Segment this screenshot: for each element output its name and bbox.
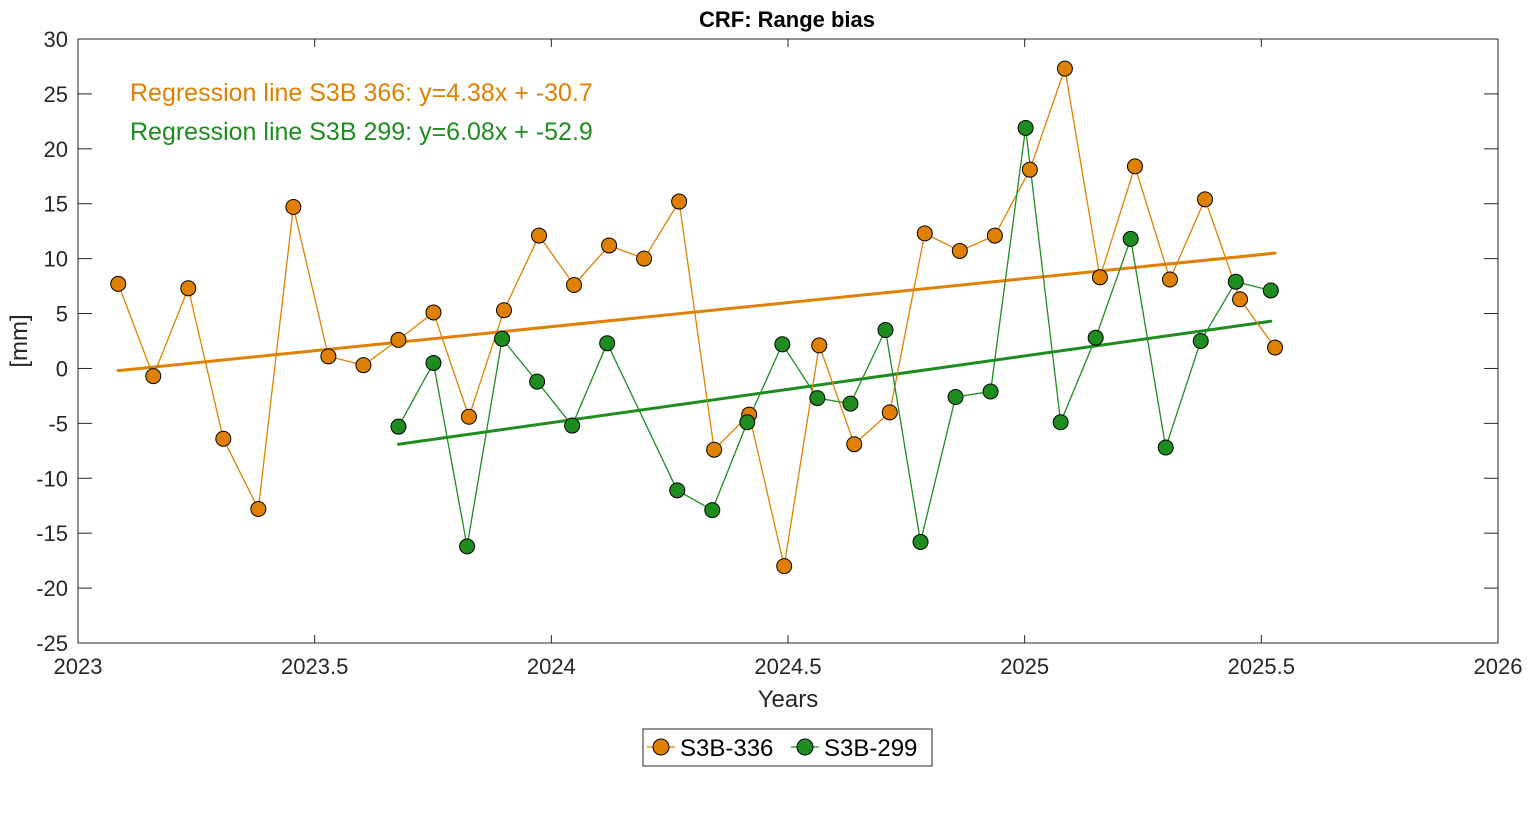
legend-marker-s3b-336 xyxy=(652,738,670,756)
data-point-s3b-336 xyxy=(145,368,162,385)
data-point-s3b-336 xyxy=(671,193,688,210)
data-point-s3b-299 xyxy=(982,383,999,400)
x-tick-label: 2023.5 xyxy=(281,654,348,679)
legend[interactable]: S3B-336 S3B-299 xyxy=(642,728,933,767)
regression-annotation-s3b-366: Regression line S3B 366: y=4.38x + -30.7 xyxy=(130,79,593,107)
data-point-s3b-299 xyxy=(1087,329,1104,346)
data-point-s3b-299 xyxy=(390,418,407,435)
data-point-s3b-336 xyxy=(1161,271,1178,288)
y-tick-label: -25 xyxy=(36,631,68,656)
x-tick-label: 2026 xyxy=(1474,654,1523,679)
regression-line xyxy=(396,319,1273,446)
data-point-s3b-336 xyxy=(916,225,933,242)
data-point-s3b-336 xyxy=(215,430,232,447)
data-point-s3b-299 xyxy=(912,533,929,550)
data-point-s3b-336 xyxy=(180,280,197,297)
data-point-s3b-299 xyxy=(1122,230,1139,247)
y-tick-label: 10 xyxy=(44,247,68,272)
x-tick-label: 2024.5 xyxy=(754,654,821,679)
data-point-s3b-336 xyxy=(285,199,302,216)
data-point-s3b-336 xyxy=(1056,60,1073,77)
data-series xyxy=(110,60,1284,575)
data-point-s3b-299 xyxy=(494,330,511,347)
y-tick-label: -15 xyxy=(36,521,68,546)
data-point-s3b-299 xyxy=(739,414,756,431)
regression-annotation-s3b-299: Regression line S3B 299: y=6.08x + -52.9 xyxy=(130,118,593,146)
y-tick-label: -20 xyxy=(36,576,68,601)
data-point-s3b-299 xyxy=(809,390,826,407)
regression-lines xyxy=(116,251,1277,446)
data-point-s3b-336 xyxy=(811,337,828,354)
data-point-s3b-299 xyxy=(459,538,476,555)
y-tick-label: 15 xyxy=(44,192,68,217)
data-point-s3b-336 xyxy=(566,276,583,293)
x-tick-label: 2023 xyxy=(54,654,103,679)
data-point-s3b-336 xyxy=(1091,269,1108,286)
x-axis: 2023 2023.5 2024 2024.5 2025 2025.5 2026 xyxy=(54,39,1523,679)
data-point-s3b-336 xyxy=(355,357,372,374)
legend-label-s3b-336: S3B-336 xyxy=(680,735,773,762)
data-point-s3b-336 xyxy=(1197,191,1214,208)
data-point-s3b-336 xyxy=(986,227,1003,244)
data-point-s3b-336 xyxy=(601,237,618,254)
data-point-s3b-336 xyxy=(460,408,477,425)
x-axis-label: Years xyxy=(758,686,819,713)
data-point-s3b-299 xyxy=(1262,282,1279,299)
data-point-s3b-336 xyxy=(951,242,968,259)
chart-title: CRF: Range bias xyxy=(699,7,875,32)
data-point-s3b-336 xyxy=(1021,161,1038,178)
legend-label-s3b-299: S3B-299 xyxy=(824,735,917,762)
data-point-s3b-336 xyxy=(250,501,267,518)
data-point-s3b-336 xyxy=(1232,291,1249,308)
x-tick-label: 2024 xyxy=(527,654,576,679)
regression-line xyxy=(116,251,1277,373)
data-point-s3b-336 xyxy=(846,436,863,453)
y-tick-label: 0 xyxy=(56,356,68,381)
data-point-s3b-336 xyxy=(776,558,793,575)
data-point-s3b-336 xyxy=(1267,339,1284,356)
data-point-s3b-299 xyxy=(1157,439,1174,456)
data-point-s3b-299 xyxy=(1017,119,1034,136)
data-point-s3b-336 xyxy=(881,404,898,421)
data-point-s3b-299 xyxy=(1192,333,1209,349)
data-point-s3b-299 xyxy=(877,322,894,339)
y-axis: -25 -20 -15 -10 -5 0 5 10 15 20 25 30 xyxy=(36,27,1498,656)
x-tick-label: 2025.5 xyxy=(1228,654,1295,679)
data-point-s3b-336 xyxy=(496,302,512,319)
data-point-s3b-299 xyxy=(774,336,791,353)
legend-box xyxy=(642,728,933,767)
data-point-s3b-336 xyxy=(390,331,407,348)
y-tick-label: 30 xyxy=(44,27,68,52)
y-tick-label: -10 xyxy=(36,466,68,491)
data-point-s3b-336 xyxy=(425,304,442,321)
series-line-s3b-336 xyxy=(117,68,1276,567)
data-point-s3b-299 xyxy=(842,395,859,412)
data-point-s3b-299 xyxy=(425,354,442,371)
data-point-s3b-299 xyxy=(599,335,616,352)
data-point-s3b-299 xyxy=(564,417,581,434)
data-point-s3b-299 xyxy=(1052,414,1069,431)
y-tick-label: 25 xyxy=(44,82,68,107)
y-tick-label: -5 xyxy=(48,411,68,436)
data-point-s3b-336 xyxy=(1126,158,1143,175)
data-point-s3b-299 xyxy=(704,502,721,519)
legend-marker-s3b-299 xyxy=(796,738,814,756)
data-point-s3b-336 xyxy=(531,227,548,244)
data-point-s3b-299 xyxy=(1227,273,1244,290)
data-point-s3b-336 xyxy=(110,275,127,292)
y-tick-label: 5 xyxy=(56,302,68,327)
data-point-s3b-336 xyxy=(706,441,723,458)
data-point-s3b-299 xyxy=(947,389,964,406)
data-point-s3b-299 xyxy=(669,482,686,499)
y-axis-label: [mm] xyxy=(6,314,33,367)
y-tick-label: 20 xyxy=(44,137,68,162)
x-tick-label: 2025 xyxy=(1000,654,1049,679)
data-point-s3b-299 xyxy=(529,373,546,390)
data-point-s3b-336 xyxy=(636,250,653,267)
data-point-s3b-336 xyxy=(320,348,337,365)
